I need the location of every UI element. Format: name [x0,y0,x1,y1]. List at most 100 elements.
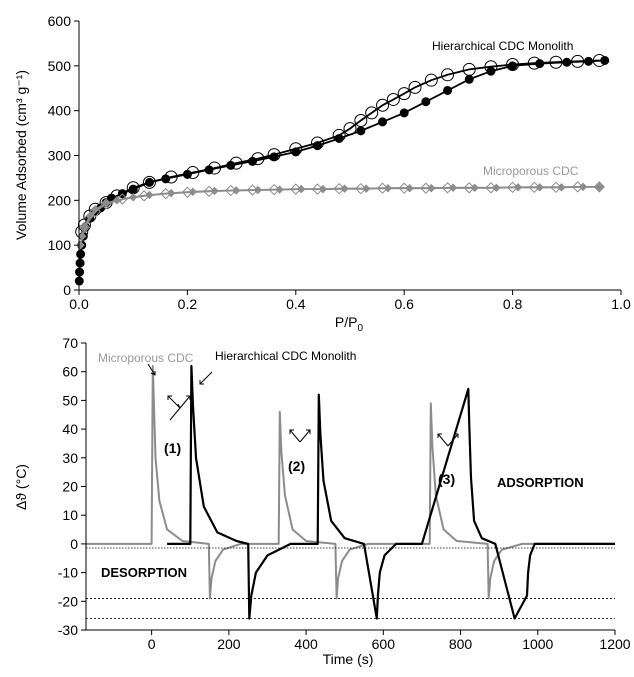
isotherm-point [332,128,346,142]
isotherm-point [354,114,368,128]
isotherm-point [550,181,562,194]
isotherm-point [208,161,221,175]
isotherm-point [399,108,409,118]
temperature-y-tick-label: 20 [62,479,78,495]
temperature-x-tick-label: 400 [294,636,318,652]
temperature-ticks: 0 200 400 600 800 1000 1200 -30 -20 -10 0 10 20 30 40 5… [58,335,631,652]
isotherm-point [592,53,606,67]
isotherm-point [441,68,455,82]
annotation-hierarchical-isotherm: Hierarchical CDC Monolith [432,39,573,53]
isotherm-point [376,98,390,112]
temperature-y-tick-label: 60 [62,364,78,380]
isotherm-point [311,183,324,195]
isotherm-point [421,97,431,107]
isotherm-series-line [79,186,600,246]
isotherm-panel: 0.0 0.2 0.4 0.6 0.8 1.0 0 100 200 300 400 500 600 Vo… [13,13,631,334]
isotherm-point [408,80,422,94]
isotherm-point [186,166,200,180]
isotherm-x-axis-title: P/P0 [335,314,364,334]
annotation-microporous-peak: Microporous CDC [98,351,194,365]
isotherm-point [343,122,357,136]
temperature-series-0 [86,365,615,600]
isotherm-point [267,148,281,162]
isotherm-point [376,182,389,194]
isotherm-point [528,181,540,194]
isotherm-point [289,142,303,156]
annotation-microporous-isotherm: Microporous CDC [483,164,579,178]
isotherm-point [600,55,610,65]
isotherm-point [549,55,563,69]
isotherm-point [75,258,85,268]
temperature-y-tick-label: 0 [70,536,78,552]
annotation-label-3: (3) [438,471,455,487]
annotation-label-1: (1) [164,440,181,456]
isotherm-y-tick-label: 400 [48,103,72,119]
temperature-x-axis-title: Time (s) [323,651,374,667]
isotherm-series-line [80,59,600,233]
isotherm-point [571,54,585,68]
isotherm-point [138,190,150,202]
isotherm-y-axis-title: Volume Adsorbed (cm³ g⁻¹) [13,70,29,240]
isotherm-point [441,182,454,194]
isotherm-point [571,181,584,193]
temperature-x-tick-label: 1000 [522,636,553,652]
isotherm-point [181,186,194,198]
isotherm-point [443,85,453,95]
temperature-y-tick-label: 50 [62,392,78,408]
temperature-y-tick-label: 30 [62,450,78,466]
isotherm-point [229,156,243,170]
isotherm-point [333,182,345,195]
isotherm-point [365,106,379,120]
isotherm-series-line [83,186,600,228]
isotherm-plot-area [74,53,610,286]
isotherm-series-3 [78,181,606,233]
isotherm-point [100,198,112,210]
isotherm-point [76,249,86,259]
isotherm-point [251,152,265,166]
isotherm-point [78,221,91,233]
isotherm-point [310,136,324,150]
isotherm-series-1 [75,53,606,239]
isotherm-x-tick-label: 0.4 [286,296,306,312]
isotherm-point [527,56,541,70]
isotherm-point [116,193,129,205]
annotation-arrows [147,363,459,447]
temperature-series-1 [167,364,615,620]
temperature-x-tick-label: 1200 [599,636,630,652]
isotherm-point [462,62,476,76]
isotherm-y-tick-label: 200 [48,192,72,208]
temperature-y-tick-label: -30 [58,622,78,638]
temperature-panel: 0 200 400 600 800 1000 1200 -30 -20 -10 0 10 20 30 40 5… [13,335,631,667]
temperature-y-tick-label: 10 [62,507,78,523]
temperature-y-tick-label: -20 [58,593,78,609]
isotherm-y-tick-label: 500 [48,58,72,74]
isotherm-point [508,61,518,71]
temperature-x-tick-label: 800 [449,636,473,652]
isotherm-point [378,117,388,127]
isotherm-point [593,181,606,193]
isotherm-y-tick-label: 600 [48,13,72,29]
isotherm-point [246,184,259,196]
isotherm-point [225,184,237,197]
isotherm-point [89,205,101,218]
isotherm-point [506,57,520,71]
isotherm-x-tick-label: 0.8 [503,296,523,312]
isotherm-point [88,202,102,216]
temperature-y-tick-label: 40 [62,421,78,437]
isotherm-point [356,126,366,136]
isotherm-point [78,231,87,241]
annotation-hierarchical-peak: Hierarchical CDC Monolith [215,349,356,363]
isotherm-point [486,66,496,76]
isotherm-point [75,267,85,277]
annotation-desorption: DESORPTION [101,565,187,580]
isotherm-y-tick-label: 300 [48,148,72,164]
temperature-y-tick-label: -10 [58,565,78,581]
reference-lines [86,598,615,619]
isotherm-point [397,87,411,101]
isotherm-point [290,183,302,195]
isotherm-point [386,92,400,106]
isotherm-y-tick-label: 100 [48,237,72,253]
isotherm-point [420,182,432,194]
isotherm-point [203,185,215,198]
